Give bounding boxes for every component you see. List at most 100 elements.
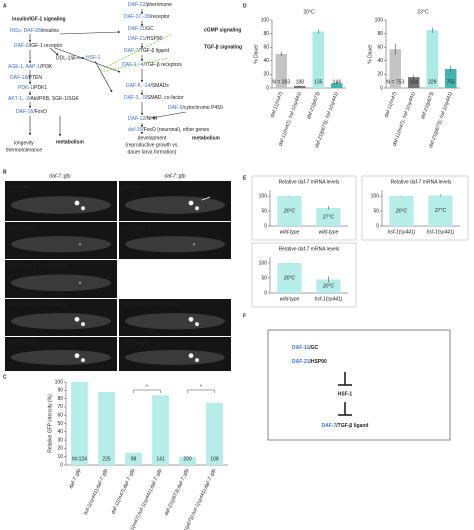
worm-glow	[11, 349, 111, 365]
bar	[316, 208, 341, 226]
worm-glow	[11, 196, 111, 214]
gene: DAF-3, -5	[124, 95, 146, 101]
n-label: N=124	[72, 456, 87, 462]
y-tick-label: 100	[261, 17, 270, 23]
pathway-node: AGE-1, AAP-1/PI3K	[8, 64, 53, 70]
role: /PTEN	[27, 75, 42, 81]
gfp-spot	[79, 281, 81, 284]
y-tick-label: 100	[55, 379, 64, 385]
bar-label: 20°C	[395, 208, 408, 214]
bar-label: 27°C	[434, 208, 447, 214]
pathway-arrow	[94, 60, 113, 93]
bar	[277, 196, 302, 226]
pathway-node: DAF-8, -14/SMADs	[126, 83, 169, 89]
gene: DAF-22	[128, 2, 145, 8]
gfp-spot	[188, 316, 194, 322]
y-tick-label: 100	[375, 17, 384, 23]
y-tick-label: 40	[377, 58, 383, 64]
y-tick-label: 0	[376, 223, 379, 229]
pathway-node: DAF-16/FoxO	[16, 109, 47, 115]
n-label: 141	[156, 456, 165, 462]
gfp-spot	[74, 200, 80, 206]
genotype-label: hsf-1(sy441)	[122, 340, 150, 346]
y-tick-label: 60	[377, 45, 383, 51]
pathway-title: TGF-β signaling	[204, 44, 242, 50]
n-label: 98	[131, 456, 137, 462]
pathway-arrow	[151, 111, 187, 119]
n-label: 329	[428, 79, 437, 85]
genotype-label: daf-11(m47); hsf-1(ok600)	[8, 263, 66, 269]
dashed-link	[99, 57, 169, 73]
y-tick-label: 0	[264, 290, 267, 296]
role: /TGF-β receptors	[144, 62, 183, 68]
role: /NHR	[145, 116, 158, 122]
gene: INSs, DAF-28	[10, 28, 41, 34]
gfp-spot	[81, 206, 85, 211]
y-tick-label: 50	[57, 421, 63, 427]
n-label: N = 263	[272, 79, 290, 85]
gene: AKT-1, -2	[8, 96, 29, 102]
role: /Akt/PKB, SGK-1/SGK	[29, 96, 79, 102]
pathway-node: DAF-22/pheromone	[128, 2, 172, 8]
role: /pheromone	[145, 2, 172, 8]
empty-cell	[119, 260, 231, 298]
bar	[71, 382, 88, 465]
y-tick-label: 0	[264, 223, 267, 229]
gene: DAF-9	[168, 105, 183, 111]
gene: HSF-1	[86, 55, 101, 61]
gene: DAF-18	[10, 75, 27, 81]
worm-glow	[125, 349, 225, 365]
y-tick-label: 50	[261, 275, 267, 281]
gene: DAF-2	[14, 43, 29, 49]
y-axis-label: % Dauer	[367, 44, 373, 64]
x-tick-label: hsf-1(sy441)	[427, 229, 455, 235]
worm-glow	[11, 236, 111, 253]
y-tick-label: 100	[259, 193, 268, 199]
y-tick-label: 50	[261, 208, 267, 214]
pointer-arrow	[201, 196, 211, 201]
regulator-label: DAF-21/HSP90	[292, 359, 327, 365]
bar-label: 20°C	[283, 208, 296, 214]
x-tick-label: daf-21(p673)	[420, 91, 436, 120]
gfp-spot	[195, 358, 199, 363]
genotype-label: wild-type	[122, 184, 142, 190]
n-label: 104	[410, 79, 419, 85]
chart-title: 23°C	[417, 9, 429, 15]
pathway-node: DAF-9/cytochrome P450	[168, 105, 223, 111]
y-tick-label: 40	[263, 58, 269, 64]
y-tick-label: 70	[57, 404, 63, 410]
pathway-node: DAF-7/TGF-β ligand	[124, 48, 169, 54]
significance-star: *	[146, 384, 148, 390]
y-tick-label: 20	[57, 446, 63, 452]
y-tick-label: 30	[57, 437, 63, 443]
x-tick-label: daf-11(m47)	[270, 91, 285, 119]
panel-label: E	[243, 175, 247, 181]
chart-title: Relative daf-7 mRNA levels	[279, 246, 340, 252]
target-label: DAF-7/TGF-β ligand	[322, 423, 369, 429]
x-tick-label: wild-type	[280, 296, 300, 302]
bar	[428, 195, 453, 226]
gfp-spot	[74, 316, 80, 322]
worm-glow	[125, 236, 225, 253]
y-tick-label: 50	[373, 208, 379, 214]
gfp-spot	[195, 206, 199, 211]
n-label: 144	[333, 79, 342, 85]
gene: DAF-12	[128, 116, 145, 122]
genotype-label: daf-11(m47); hsf-1(sy441)	[8, 302, 66, 308]
pathway-node: DAF-21/HSP90	[128, 36, 163, 42]
pathway-node: DAF-1, -4/TGF-β receptors	[122, 62, 182, 68]
gene: DAF-7	[322, 423, 337, 429]
gene: DAF-1, -4	[122, 62, 144, 68]
mediator-label: HSF-1	[338, 391, 353, 397]
output-label: thermotolerance	[6, 147, 42, 153]
role: /FoxO (neuronal), other genes	[142, 127, 209, 133]
n-label: 755	[447, 79, 456, 85]
output-label: metabolism	[56, 139, 84, 145]
x-tick-label: daf-11(m47)	[384, 91, 399, 119]
pathway-node: DAF-18/PTEN	[10, 75, 42, 81]
y-tick-label: 20	[263, 72, 269, 78]
significance-bracket	[133, 389, 161, 393]
y-tick-label: 60	[57, 413, 63, 419]
bar	[152, 395, 169, 465]
pathway-arrow	[54, 47, 121, 73]
